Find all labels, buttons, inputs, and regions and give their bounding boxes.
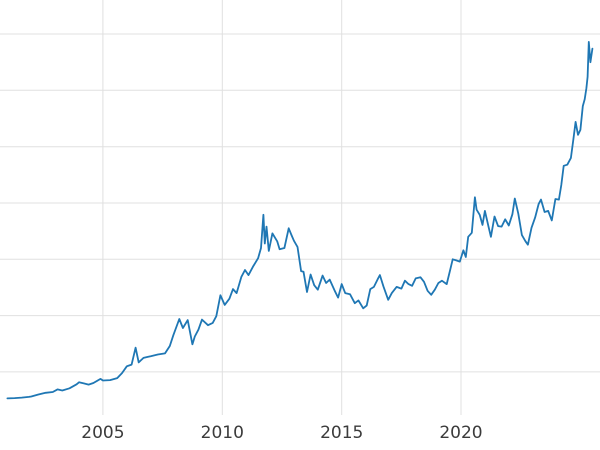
x-tick-label: 2005 [81,423,124,443]
x-tick-label: 2020 [439,423,482,443]
x-tick-label: 2010 [201,423,244,443]
x-tick-label: 2015 [320,423,363,443]
price-series-line [6,41,594,400]
